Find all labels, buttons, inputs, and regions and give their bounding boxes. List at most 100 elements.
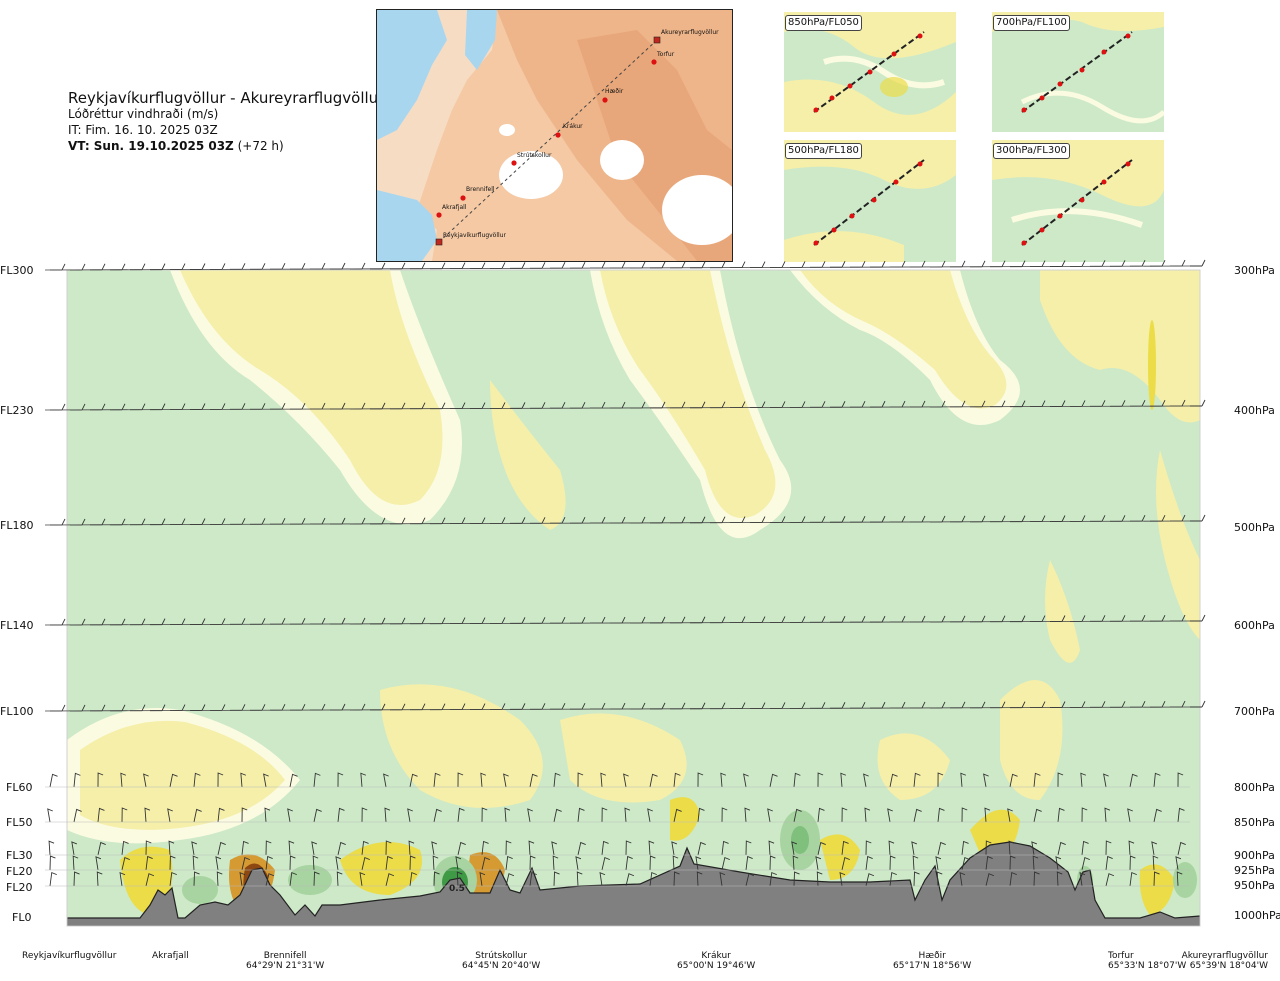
wind-barb	[120, 772, 127, 788]
plot-frame	[66, 269, 1201, 927]
wind-barb	[191, 841, 198, 856]
wind-barb	[817, 807, 825, 823]
wind-barb	[528, 840, 535, 856]
wind-barb	[121, 857, 130, 871]
wind-barb	[1009, 773, 1018, 788]
wind-barb	[287, 808, 293, 823]
wind-barb	[1190, 514, 1206, 522]
wind-barb	[1150, 259, 1166, 267]
station-torfur: Torfur 65°33'N 18°07'W	[1108, 951, 1186, 971]
wind-barb	[888, 840, 895, 856]
wind-barb	[649, 871, 657, 887]
panel-850-label: 850hPa/FL050	[785, 15, 862, 31]
panel-850-graphic	[784, 12, 956, 132]
wind-barb	[168, 840, 175, 856]
wind-barb	[961, 807, 968, 823]
wind-barb	[1153, 808, 1162, 823]
wind-barb	[241, 857, 250, 871]
wind-barb	[450, 262, 466, 270]
wind-barb	[1008, 840, 1015, 856]
issue-time: IT: Fim. 16. 10. 2025 03Z	[68, 123, 218, 137]
station-haedir: Hæðir 65°17'N 18°56'W	[893, 951, 971, 971]
wind-barb	[97, 841, 106, 856]
map-label-torfur: Torfur	[657, 51, 675, 58]
wind-barb	[336, 871, 343, 887]
wind-barb	[1153, 772, 1161, 788]
hpa-label-300: 300hPa	[1234, 264, 1275, 277]
wind-barb	[144, 807, 151, 823]
wind-barb	[110, 263, 126, 271]
station-brennifell-coord: 64°29'N 21°31'W	[246, 961, 325, 971]
wind-barb	[959, 872, 966, 887]
wind-barb	[145, 855, 153, 871]
wind-barb	[529, 773, 538, 788]
wind-barb	[193, 871, 200, 887]
wind-barb	[817, 841, 826, 856]
wind-barb	[985, 855, 993, 871]
fl-label-30: FL30	[6, 849, 33, 862]
station-reykjavik-name: Reykjavíkurflugvöllur	[22, 951, 117, 961]
wind-barb	[505, 855, 513, 871]
wind-barb	[1190, 614, 1206, 622]
wind-barb	[145, 873, 155, 887]
wind-barb	[1055, 856, 1062, 871]
wind-barb	[150, 263, 166, 271]
wind-barb	[970, 260, 986, 268]
wind-barb	[457, 772, 464, 788]
title-block: Reykjavíkurflugvöllur - Akureyrarflugvöl…	[68, 90, 384, 154]
wind-barb	[647, 808, 653, 823]
panel-500-label: 500hPa/FL180	[785, 143, 862, 159]
wind-barb	[710, 261, 726, 269]
wind-barb	[480, 772, 487, 788]
wind-barb	[841, 807, 848, 823]
wind-barb	[193, 808, 202, 823]
station-haedir-coord: 65°17'N 18°56'W	[893, 961, 972, 971]
wind-barb	[1110, 260, 1126, 267]
station-akureyri-name: Akureyrarflugvöllur	[1181, 951, 1268, 961]
station-krakur: Krákur 65°00'N 19°46'W	[677, 951, 755, 971]
wind-barb	[1079, 872, 1086, 887]
panel-500: 500hPa/FL180	[784, 140, 956, 262]
wind-barb	[889, 871, 897, 887]
wind-barb	[335, 856, 342, 871]
wind-barb	[1057, 841, 1066, 856]
wind-barb	[1105, 840, 1112, 856]
wind-barb	[481, 840, 489, 856]
wind-barb	[1190, 399, 1206, 407]
wind-barb	[721, 807, 728, 823]
wind-barb	[265, 840, 272, 856]
wind-barb	[263, 773, 269, 788]
wind-barb	[1170, 259, 1186, 267]
wind-barb	[385, 873, 395, 887]
wind-barb	[625, 840, 632, 856]
wind-barb	[409, 871, 417, 887]
wind-barb	[1190, 700, 1206, 708]
wind-barb	[575, 856, 582, 871]
wind-barb	[359, 872, 366, 887]
wind-barb	[264, 807, 271, 823]
wind-barb	[432, 855, 439, 871]
wind-barb	[216, 871, 223, 887]
wind-barb	[673, 808, 682, 823]
hpa-label-850: 850hPa	[1234, 816, 1275, 829]
wind-barb	[648, 840, 655, 856]
wind-barb	[601, 840, 609, 856]
panel-700-label: 700hPa/FL100	[993, 15, 1070, 31]
wind-barb	[145, 840, 152, 856]
wind-barb	[961, 840, 969, 856]
wind-barb	[529, 871, 537, 887]
wind-barb	[313, 772, 321, 788]
station-brennifell-name: Brennifell	[263, 951, 307, 961]
wind-barb	[383, 773, 389, 788]
wind-barb	[889, 855, 896, 871]
wind-barb	[361, 857, 370, 871]
wind-barb	[1030, 260, 1046, 268]
map-label-strutskollur: Strútskollur	[517, 152, 552, 159]
hpa-label-1000: 1000hPa	[1234, 909, 1280, 922]
station-krakur-coord: 65°00'N 19°46'W	[677, 961, 756, 971]
wind-barb	[190, 263, 206, 270]
wind-barb	[695, 856, 702, 871]
wind-barb	[610, 261, 626, 269]
wind-barb	[790, 261, 806, 268]
wind-barb	[1129, 871, 1137, 887]
